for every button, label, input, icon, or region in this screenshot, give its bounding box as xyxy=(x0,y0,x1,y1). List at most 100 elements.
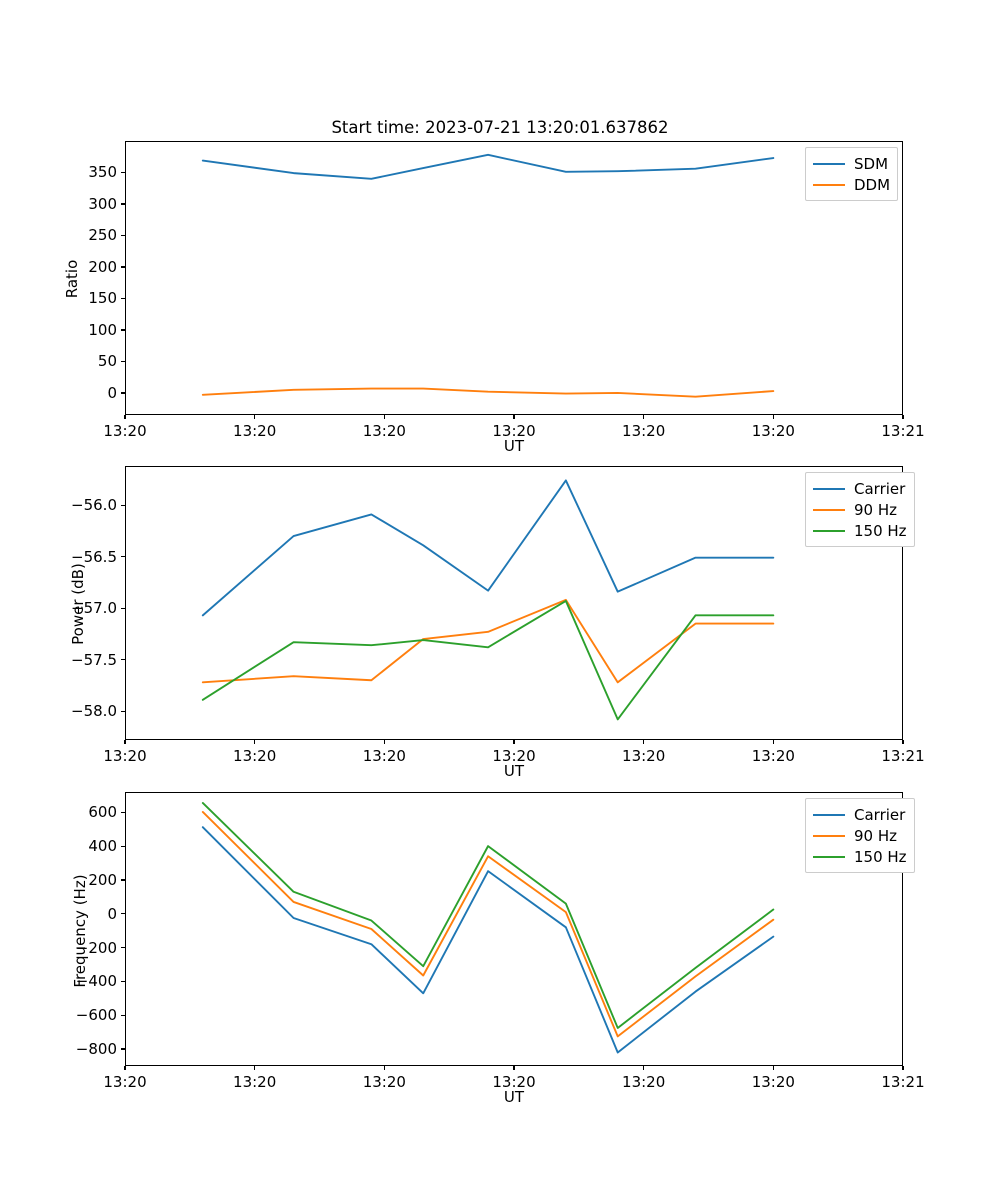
ytick-label: −600 xyxy=(75,1006,117,1025)
xtick-label: 13:20 xyxy=(751,1073,795,1091)
plot-lines-ratio xyxy=(201,153,775,398)
axes-frame-frequency xyxy=(125,792,903,1066)
xtick-label: 13:20 xyxy=(233,422,277,440)
ytick-mark xyxy=(121,1048,125,1050)
ytick-label: 150 xyxy=(88,289,117,308)
legend-swatch-150hz xyxy=(813,529,845,532)
series-line xyxy=(201,387,775,398)
xtick-mark xyxy=(383,740,385,744)
ytick-mark xyxy=(121,504,125,506)
ytick-mark xyxy=(121,171,125,174)
legend-item-90hz-power[interactable]: 90 Hz xyxy=(813,499,907,520)
axes-frame-ratio xyxy=(125,141,903,415)
xtick-mark xyxy=(902,740,904,744)
ytick-mark xyxy=(121,980,125,983)
ytick-mark xyxy=(121,913,125,915)
legend-frequency[interactable]: Carrier 90 Hz 150 Hz xyxy=(805,798,915,873)
ytick-label: 200 xyxy=(88,257,117,276)
series-line xyxy=(201,599,775,721)
xtick-mark xyxy=(124,415,126,419)
xtick-mark xyxy=(383,415,385,419)
xtick-mark xyxy=(513,415,515,419)
legend-item-sdm[interactable]: SDM xyxy=(813,153,890,174)
series-line xyxy=(201,598,775,684)
ytick-label: 300 xyxy=(88,194,117,213)
legend-label-carrier: Carrier xyxy=(854,805,906,824)
xtick-label: 13:20 xyxy=(622,1073,666,1091)
xtick-label: 13:21 xyxy=(881,422,925,440)
ytick-mark xyxy=(121,607,125,609)
ytick-mark xyxy=(121,329,125,331)
legend-swatch-carrier xyxy=(813,487,845,490)
ytick-label: 50 xyxy=(97,352,117,371)
ytick-label: 350 xyxy=(88,163,117,182)
xtick-label: 13:20 xyxy=(103,1073,147,1091)
xtick-mark xyxy=(254,415,256,419)
axes-frame-power xyxy=(125,466,903,740)
ytick-mark xyxy=(121,879,125,881)
ytick-mark xyxy=(121,266,125,268)
series-line xyxy=(201,479,775,617)
ytick-label: −56.0 xyxy=(71,496,117,515)
legend-item-ddm[interactable]: DDM xyxy=(813,174,890,195)
legend-item-carrier-frequency[interactable]: Carrier xyxy=(813,804,907,825)
legend-item-150hz-power[interactable]: 150 Hz xyxy=(813,520,907,541)
xtick-mark xyxy=(772,415,774,419)
ytick-label: 400 xyxy=(88,837,117,856)
xtick-mark xyxy=(772,1066,774,1070)
legend-ratio[interactable]: SDM DDM xyxy=(805,147,899,201)
legend-power[interactable]: Carrier 90 Hz 150 Hz xyxy=(805,472,915,547)
xtick-mark xyxy=(643,1066,645,1070)
legend-swatch-ddm xyxy=(813,183,845,186)
ytick-label: −56.5 xyxy=(71,547,117,566)
figure-title: Start time: 2023-07-21 13:20:01.637862 xyxy=(331,118,669,137)
legend-label-90hz: 90 Hz xyxy=(854,826,898,845)
ytick-label: 600 xyxy=(88,803,117,822)
xtick-mark xyxy=(643,415,645,419)
xtick-mark xyxy=(124,1066,126,1070)
series-line xyxy=(201,153,775,180)
ytick-mark xyxy=(121,710,125,712)
xtick-label: 13:20 xyxy=(103,422,147,440)
legend-swatch-90hz xyxy=(813,508,845,511)
xtick-label: 13:20 xyxy=(492,747,536,765)
legend-swatch-90hz xyxy=(813,834,845,837)
legend-label-150hz: 150 Hz xyxy=(854,521,907,540)
legend-item-90hz-frequency[interactable]: 90 Hz xyxy=(813,825,907,846)
xtick-label: 13:20 xyxy=(362,1073,406,1091)
panel-ratio: Ratio UT 13:20 13:20 13:20 13:20 13:20 13:20 1… xyxy=(0,0,1000,460)
ytick-mark xyxy=(121,947,125,949)
ytick-mark xyxy=(121,811,125,813)
xlabel-ratio: UT xyxy=(503,437,525,455)
xtick-label: 13:20 xyxy=(362,422,406,440)
xtick-mark xyxy=(643,740,645,744)
legend-item-150hz-frequency[interactable]: 150 Hz xyxy=(813,846,907,867)
legend-swatch-carrier xyxy=(813,813,845,816)
xtick-mark xyxy=(902,415,904,419)
xtick-mark xyxy=(513,740,515,744)
xtick-label: 13:21 xyxy=(881,747,925,765)
ytick-mark xyxy=(121,659,125,661)
ytick-label: 100 xyxy=(88,320,117,339)
ytick-mark xyxy=(121,203,125,205)
ylabel-power: Power (dB) xyxy=(69,563,87,645)
xtick-label: 13:21 xyxy=(881,1073,925,1091)
legend-item-carrier-power[interactable]: Carrier xyxy=(813,478,907,499)
ytick-label: −57.5 xyxy=(71,650,117,669)
xtick-label: 13:20 xyxy=(751,422,795,440)
series-line xyxy=(201,826,775,1054)
ytick-mark xyxy=(121,845,125,847)
xlabel-power: UT xyxy=(503,762,525,780)
ytick-mark xyxy=(121,234,125,237)
xtick-label: 13:20 xyxy=(751,747,795,765)
legend-label-sdm: SDM xyxy=(854,154,889,173)
xtick-label: 13:20 xyxy=(622,747,666,765)
ytick-mark xyxy=(121,392,125,394)
ytick-label: −800 xyxy=(75,1040,117,1059)
xtick-label: 13:20 xyxy=(233,1073,277,1091)
legend-label-ddm: DDM xyxy=(854,175,891,194)
xtick-label: 13:20 xyxy=(492,1073,536,1091)
xtick-label: 13:20 xyxy=(362,747,406,765)
xtick-mark xyxy=(254,740,256,744)
